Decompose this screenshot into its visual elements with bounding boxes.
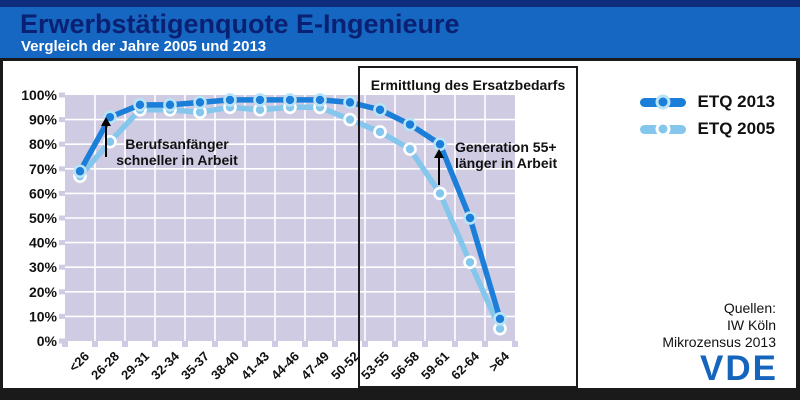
legend: ETQ 2013 ETQ 2005: [639, 92, 776, 146]
frame-border-right: [796, 58, 800, 400]
annotation-line: schneller in Arbeit: [116, 151, 238, 168]
source-line: IW Köln: [726, 317, 776, 334]
page-subtitle: Vergleich der Jahre 2005 und 2013: [21, 38, 267, 55]
svg-text:80%: 80%: [29, 136, 58, 152]
svg-text:50%: 50%: [29, 210, 58, 226]
svg-text:100%: 100%: [21, 87, 57, 103]
source-line: Mikrozensus 2013: [662, 334, 776, 351]
svg-text:0%: 0%: [37, 333, 58, 349]
annotation-line: Generation 55+: [455, 139, 557, 155]
svg-text:90%: 90%: [29, 112, 58, 128]
ersatzbedarf-box: Ermittlung des Ersatzbedarfs: [358, 66, 578, 388]
legend-label: ETQ 2005: [697, 119, 776, 138]
arrow-up-icon: [101, 117, 111, 157]
header-top-strip: [0, 0, 800, 7]
svg-text:30%: 30%: [29, 259, 58, 275]
svg-text:40%: 40%: [29, 235, 58, 251]
page-title: Erwerbstätigenquote E-Ingenieure: [20, 9, 460, 39]
etq2013-line-marker-icon: [639, 94, 686, 110]
svg-text:41-43: 41-43: [238, 349, 272, 383]
svg-text:50-52: 50-52: [328, 349, 362, 383]
annotation-generation55: Generation 55+ länger in Arbeit: [455, 139, 575, 171]
svg-text:70%: 70%: [29, 161, 58, 177]
svg-text:35-37: 35-37: [178, 349, 212, 383]
svg-text:60%: 60%: [29, 185, 58, 201]
svg-text:44-46: 44-46: [268, 349, 302, 383]
vde-logo: VDE: [700, 349, 778, 388]
svg-text:26-28: 26-28: [88, 349, 122, 383]
legend-label: ETQ 2013: [697, 92, 776, 111]
source-title: Quellen:: [723, 300, 776, 316]
header: Erwerbstätigenquote E-Ingenieure Verglei…: [0, 0, 800, 58]
svg-text:47-49: 47-49: [298, 349, 332, 383]
frame-border-left: [0, 58, 3, 400]
annotation-line: länger in Arbeit: [455, 154, 558, 171]
frame-border-bottom: [0, 388, 800, 400]
legend-item-etq-2013: ETQ 2013: [639, 92, 776, 112]
ersatzbedarf-box-label: Ermittlung des Ersatzbedarfs: [370, 77, 566, 93]
legend-item-etq-2005: ETQ 2005: [639, 119, 776, 139]
svg-text:29-31: 29-31: [118, 349, 152, 383]
svg-text:32-34: 32-34: [148, 348, 183, 383]
header-divider: [0, 58, 800, 61]
svg-text:10%: 10%: [29, 308, 58, 324]
annotation-berufsanfaenger: Berufsanfänger schneller in Arbeit: [112, 136, 242, 168]
annotation-line: Berufsanfänger: [125, 136, 229, 152]
svg-text:20%: 20%: [29, 284, 58, 300]
arrow-up-icon: [434, 149, 444, 185]
svg-text:38-40: 38-40: [208, 349, 242, 383]
etq2005-line-marker-icon: [639, 121, 686, 137]
source-credit: Quellen: IW Köln Mikrozensus 2013: [662, 300, 776, 351]
